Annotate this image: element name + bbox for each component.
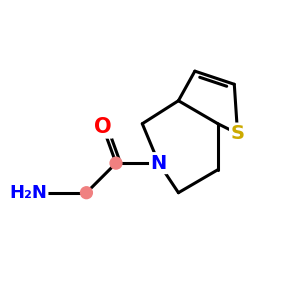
Circle shape <box>80 187 92 199</box>
Text: S: S <box>231 124 244 143</box>
Text: O: O <box>94 117 112 137</box>
Circle shape <box>110 157 122 169</box>
Text: H₂N: H₂N <box>9 184 47 202</box>
Text: N: N <box>151 154 167 172</box>
